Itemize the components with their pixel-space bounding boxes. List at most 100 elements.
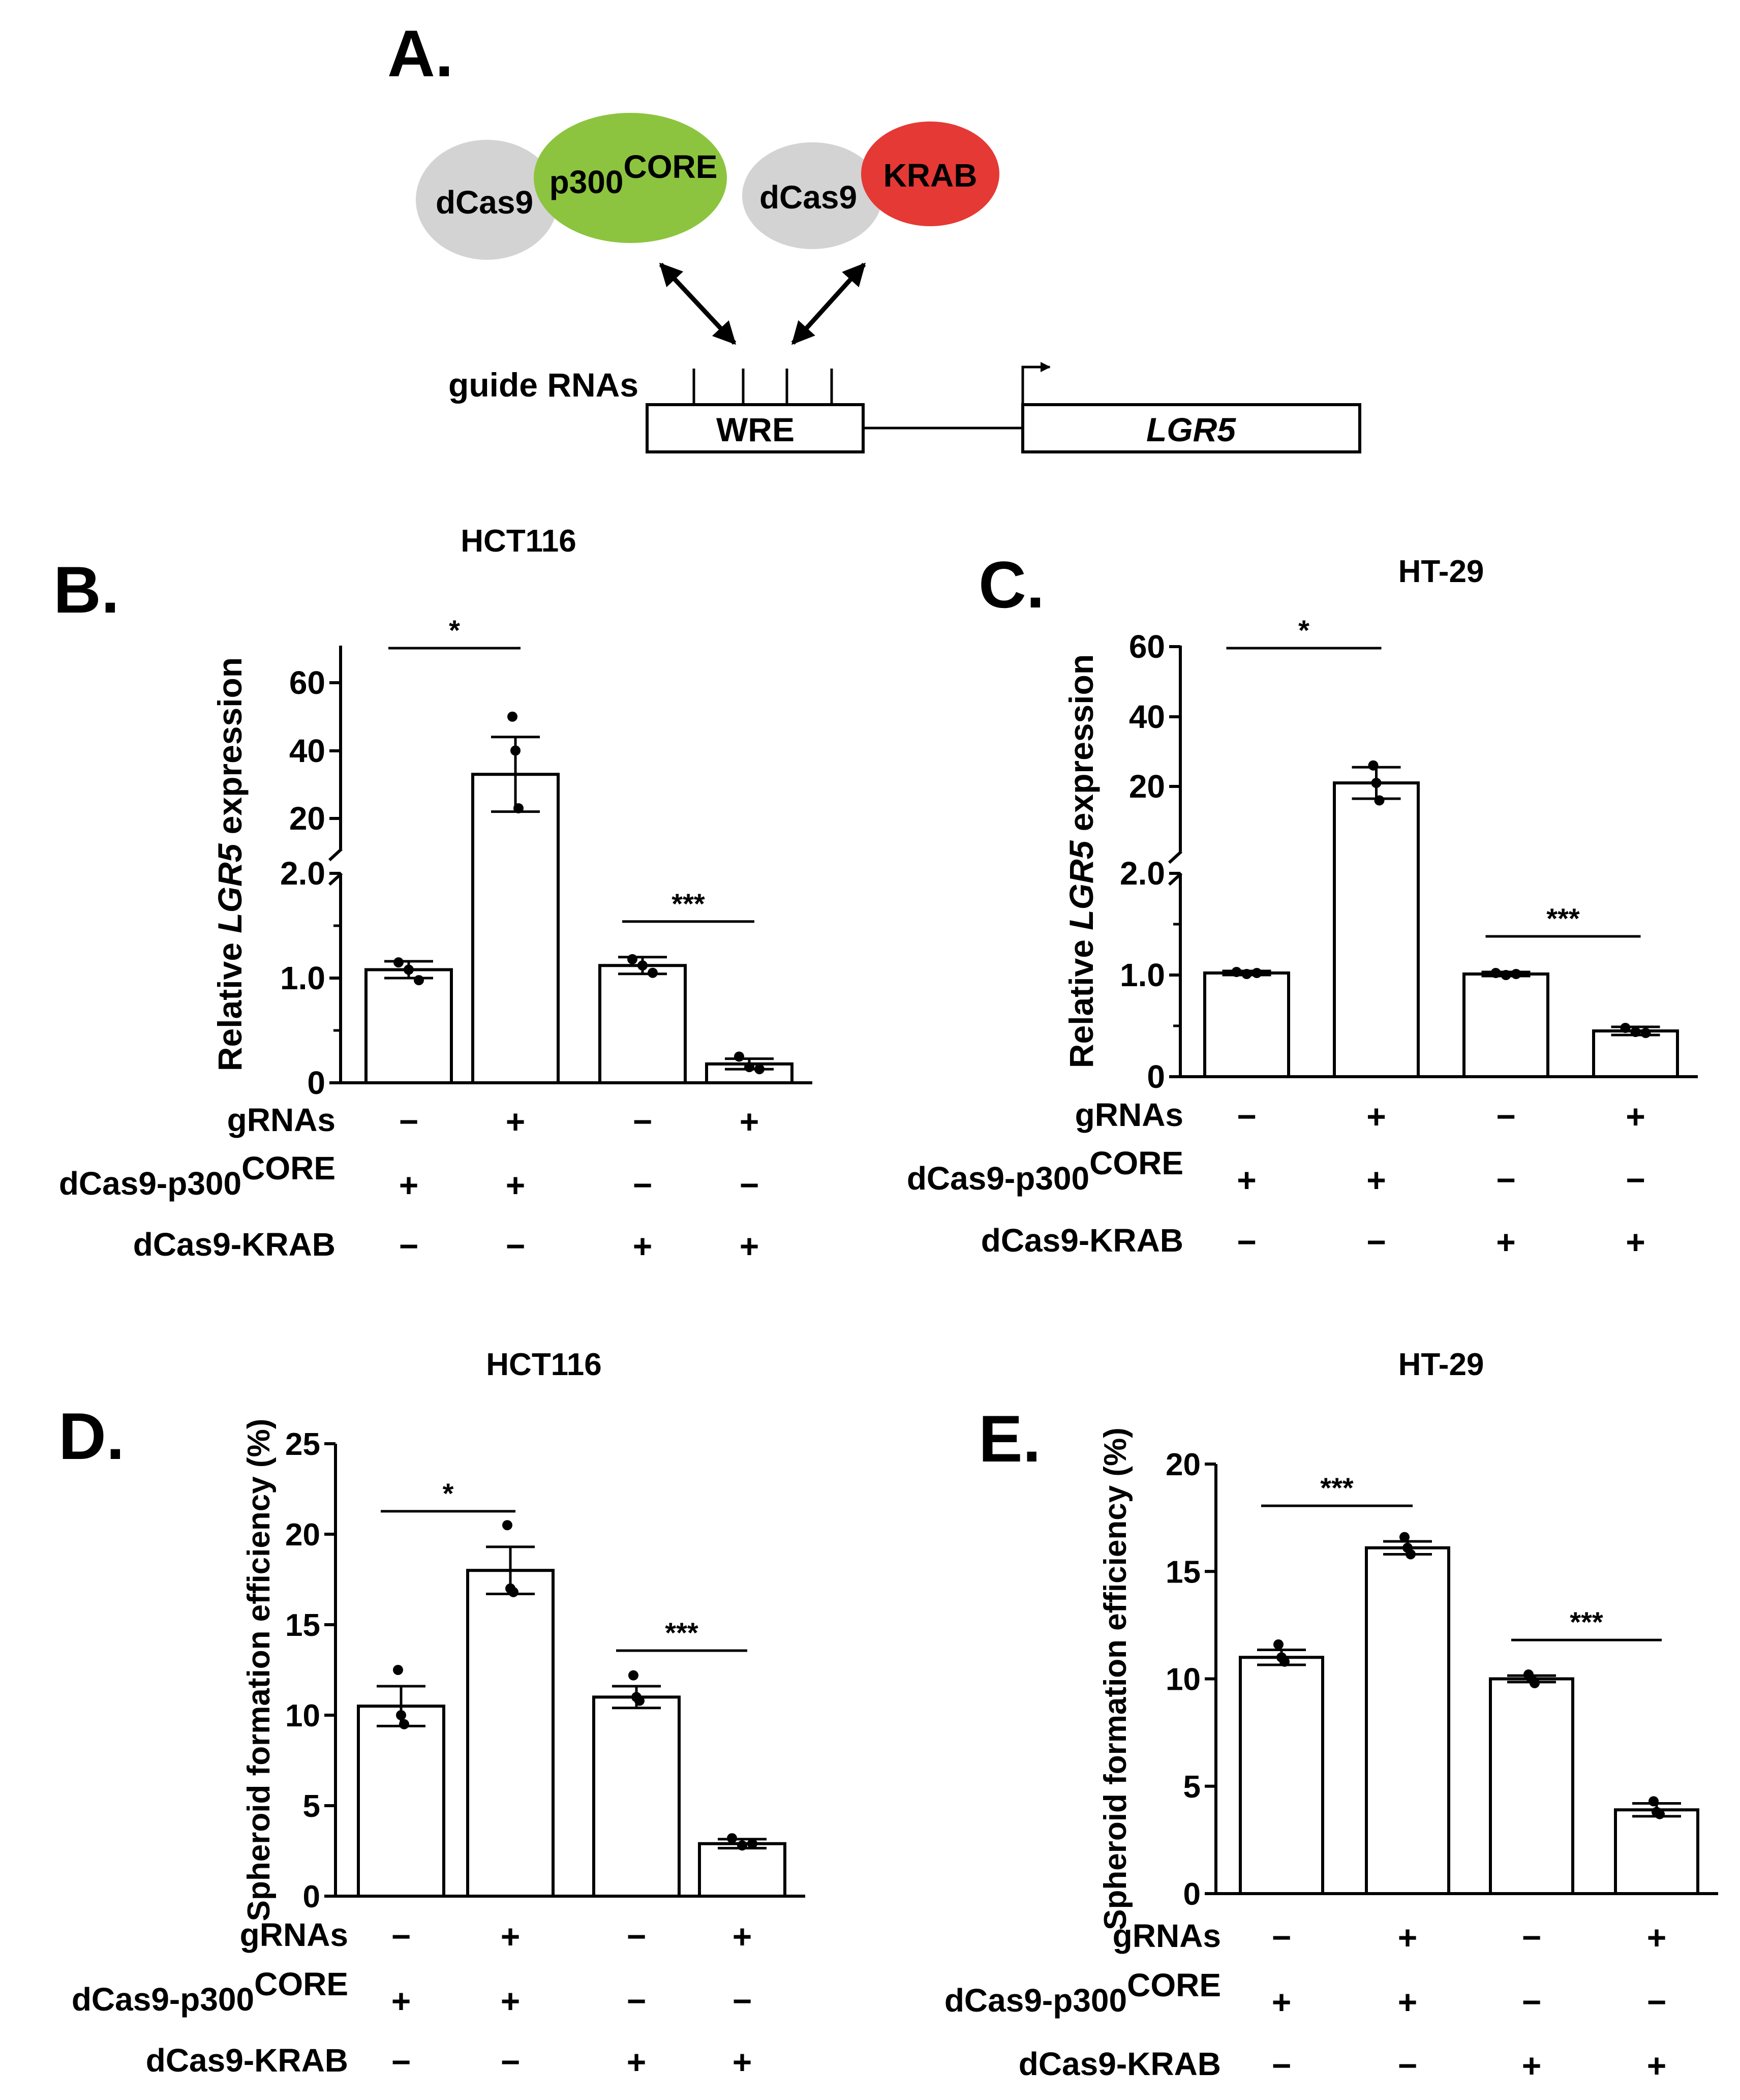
dcas9-right-shape <box>742 142 882 249</box>
condition-sign: + <box>1647 1919 1667 1956</box>
data-point <box>393 1665 403 1675</box>
condition-sign: + <box>740 1227 759 1265</box>
condition-sign: + <box>1398 1919 1418 1956</box>
bar <box>592 1695 681 1898</box>
data-point <box>1251 968 1262 978</box>
condition-sign: + <box>1366 1161 1386 1199</box>
condition-row-label-text: dCas9-p300 <box>944 1982 1127 2019</box>
y-tick-label: 5 <box>1183 1770 1201 1805</box>
condition-sign: + <box>1626 1223 1645 1261</box>
condition-sign: + <box>1366 1098 1386 1135</box>
condition-sign: + <box>1626 1098 1645 1135</box>
data-point <box>648 967 658 978</box>
double-arrow-right <box>791 262 866 345</box>
condition-sign: − <box>633 1166 653 1204</box>
significance-label: *** <box>671 888 705 920</box>
condition-sign: + <box>1272 1983 1292 2021</box>
y-tick-label: 5 <box>303 1789 320 1824</box>
significance-label: * <box>449 614 460 646</box>
bar <box>1365 1546 1450 1895</box>
data-point <box>414 975 424 986</box>
condition-row-label: gRNAs <box>1075 1097 1183 1133</box>
data-point <box>1640 1028 1651 1038</box>
condition-sign: + <box>1398 1983 1418 2021</box>
y-tick-label: 60 <box>1129 628 1165 665</box>
condition-sign: − <box>633 1103 653 1140</box>
bar <box>598 964 687 1085</box>
condition-sign: − <box>740 1166 759 1204</box>
condition-sign: + <box>1237 1161 1257 1199</box>
p300-label-super: CORE <box>623 148 717 185</box>
y-tick-label: 1.0 <box>1120 957 1165 993</box>
condition-sign: + <box>1496 1223 1516 1261</box>
condition-sign: − <box>1237 1098 1257 1135</box>
data-point <box>1655 1809 1665 1819</box>
data-point <box>507 711 517 722</box>
y-tick-label: 25 <box>285 1427 320 1462</box>
chart-panel-0: B. HCT116 0 1.0 2.0 20 40 60 Relative LGR5 expre… <box>53 524 812 1265</box>
dcas9-left-label: dCas9 <box>436 184 533 221</box>
condition-sign: + <box>399 1166 419 1204</box>
data-point <box>1374 795 1385 806</box>
p300-label: p300CORE <box>550 148 718 200</box>
condition-row-label-text: dCas9-p300 <box>72 1981 254 2018</box>
y-axis-label: Relative LGR5 expression <box>1062 654 1100 1068</box>
bar <box>1203 971 1290 1078</box>
data-point <box>627 954 637 964</box>
bar <box>1333 781 1420 1078</box>
bar-break-gap <box>470 850 561 872</box>
condition-sign: − <box>1522 1919 1542 1956</box>
y-tick-label: 0 <box>303 1879 320 1914</box>
y-tick-label: 40 <box>1129 698 1165 735</box>
bar <box>1614 1808 1699 1896</box>
condition-sign: − <box>1496 1161 1516 1199</box>
data-point <box>513 803 524 813</box>
y-tick-label: 2.0 <box>1120 855 1165 892</box>
condition-row-label-super: CORE <box>1089 1145 1183 1181</box>
condition-sign: − <box>627 1982 647 2020</box>
data-point <box>393 957 404 968</box>
condition-sign: − <box>506 1227 526 1265</box>
condition-sign: + <box>732 2043 752 2081</box>
data-point <box>404 964 414 975</box>
condition-sign: − <box>1366 1223 1386 1261</box>
condition-row-label: dCas9-KRAB <box>1019 2046 1221 2082</box>
panel-letter: E. <box>979 1402 1041 1476</box>
condition-row-label-text: dCas9-KRAB <box>981 1222 1183 1259</box>
condition-sign: + <box>391 1982 411 2020</box>
data-point <box>637 960 648 971</box>
dcas9-left-shape <box>416 140 558 260</box>
y-tick-label: 60 <box>289 664 325 701</box>
data-point <box>734 1051 744 1062</box>
y-axis-label-part: Relative <box>1062 930 1100 1068</box>
data-point <box>1368 760 1379 771</box>
data-point <box>1501 970 1511 980</box>
axis-break-mark <box>328 872 343 886</box>
condition-sign: − <box>501 2043 521 2081</box>
condition-sign: − <box>1522 1983 1542 2021</box>
p300-shape <box>534 113 727 243</box>
condition-sign: − <box>732 1982 752 2020</box>
data-point <box>1231 967 1242 977</box>
bar <box>1489 1677 1574 1895</box>
bar <box>471 773 560 1084</box>
tss-arrow <box>1021 362 1051 405</box>
y-axis-label: Spheroid formation efficiency (%) <box>1098 1427 1133 1930</box>
condition-sign: + <box>501 1918 521 1955</box>
condition-row-label-text: gRNAs <box>227 1102 335 1138</box>
bar <box>364 968 453 1085</box>
y-tick-label: 40 <box>289 733 325 769</box>
chart-panel-3: E. HT-29 0 5 10 15 20 Spheroid formation effici… <box>944 1347 1718 2084</box>
y-axis-label-part: Relative <box>211 933 249 1071</box>
data-point <box>747 1838 757 1849</box>
condition-row-label-text: gRNAs <box>1113 1918 1221 1954</box>
krab-label: KRAB <box>883 157 978 194</box>
condition-row-label: gRNAs <box>1113 1918 1221 1954</box>
y-axis-label: Spheroid formation efficiency (%) <box>241 1419 277 1922</box>
significance-label: *** <box>1320 1472 1354 1504</box>
p300-label-main: p300 <box>550 164 624 200</box>
condition-sign: + <box>732 1918 752 1955</box>
condition-sign: + <box>506 1103 526 1140</box>
bar <box>1592 1029 1679 1078</box>
condition-row-label: dCas9-p300CORE <box>72 1966 348 2018</box>
